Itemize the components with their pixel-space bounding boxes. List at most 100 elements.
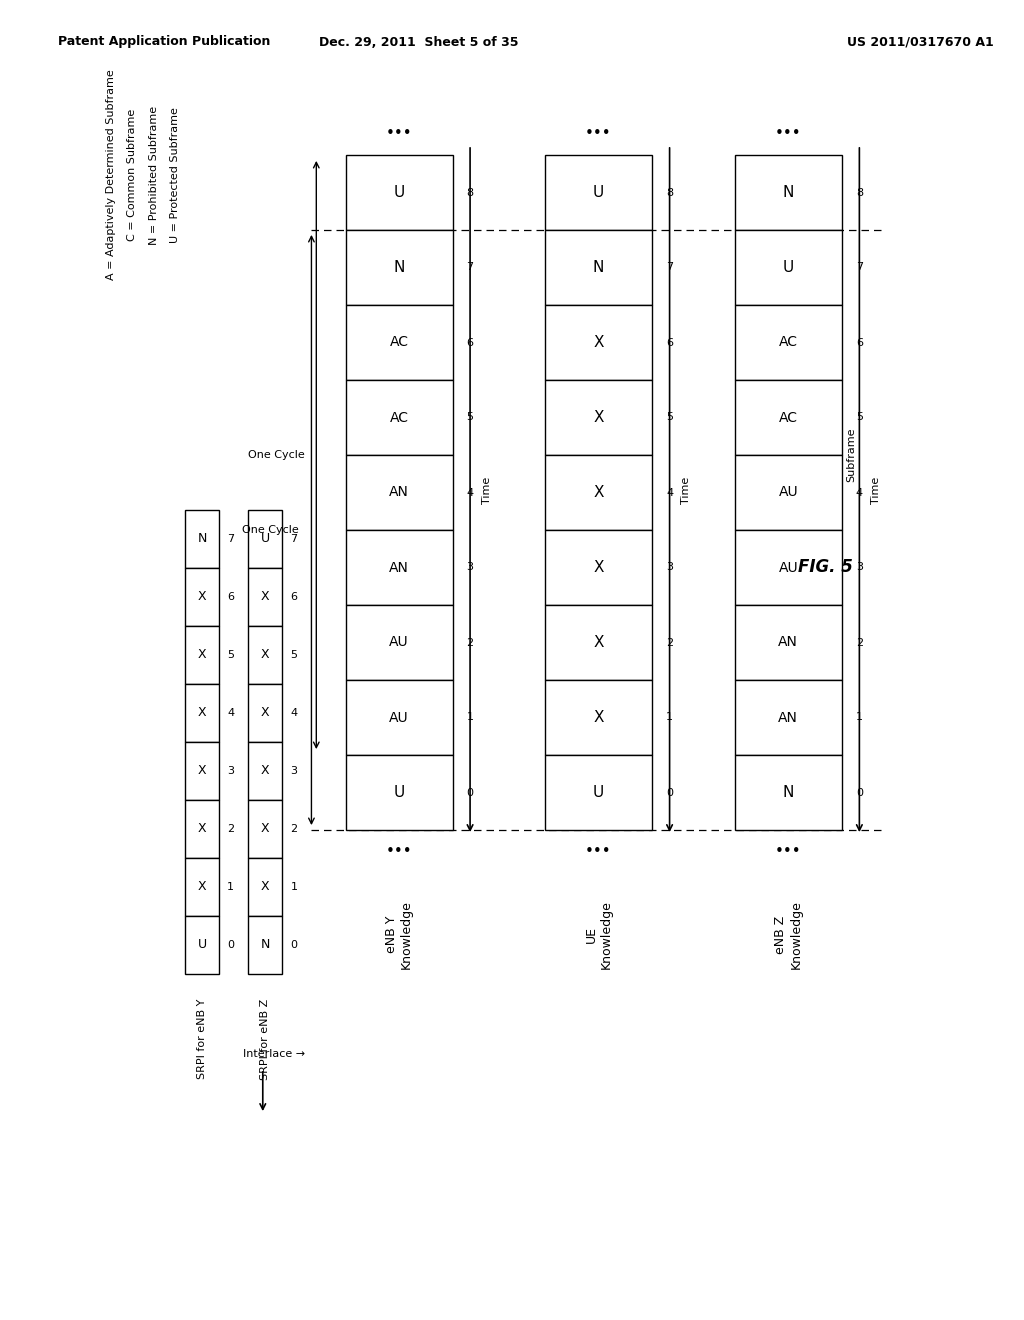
Text: 3: 3 (467, 562, 473, 573)
Text: 2: 2 (291, 824, 298, 834)
Bar (735, 230, 842, 305)
Text: 0: 0 (291, 940, 297, 950)
Bar (248, 626, 283, 684)
Text: 1: 1 (291, 882, 297, 892)
Text: U = Protected Subframe: U = Protected Subframe (170, 107, 180, 243)
Text: AC: AC (779, 411, 798, 425)
Bar (248, 510, 283, 568)
Text: N: N (198, 532, 207, 545)
Bar (185, 858, 219, 916)
Text: AU: AU (778, 561, 798, 574)
Text: AC: AC (389, 335, 409, 350)
Text: X: X (593, 710, 604, 725)
Text: U: U (393, 785, 404, 800)
Text: N = Prohibited Subframe: N = Prohibited Subframe (148, 106, 159, 244)
Text: Time: Time (681, 477, 691, 504)
Bar (248, 684, 283, 742)
Bar (545, 755, 652, 830)
Text: 0: 0 (856, 788, 863, 797)
Text: 5: 5 (666, 412, 673, 422)
Bar (345, 680, 453, 755)
Text: 3: 3 (227, 766, 234, 776)
Text: AU: AU (389, 710, 409, 725)
Text: 3: 3 (856, 562, 863, 573)
Text: 2: 2 (666, 638, 673, 648)
Text: X: X (261, 880, 269, 894)
Bar (248, 800, 283, 858)
Bar (185, 742, 219, 800)
Text: U: U (393, 185, 404, 201)
Text: X: X (593, 560, 604, 576)
Bar (185, 568, 219, 626)
Text: Subframe: Subframe (847, 428, 857, 482)
Text: US 2011/0317670 A1: US 2011/0317670 A1 (847, 36, 993, 49)
Text: 0: 0 (467, 788, 473, 797)
Bar (545, 680, 652, 755)
Text: X: X (198, 648, 206, 661)
Text: One Cycle: One Cycle (248, 450, 304, 459)
Text: 8: 8 (856, 187, 863, 198)
Text: 1: 1 (856, 713, 863, 722)
Text: Interlace →: Interlace → (244, 1049, 305, 1059)
Text: X: X (261, 764, 269, 777)
Bar (735, 305, 842, 380)
Text: Time: Time (871, 477, 881, 504)
Text: 5: 5 (291, 649, 297, 660)
Text: N: N (260, 939, 270, 952)
Text: C = Common Subframe: C = Common Subframe (128, 108, 137, 242)
Bar (185, 626, 219, 684)
Text: 4: 4 (856, 487, 863, 498)
Bar (735, 455, 842, 531)
Text: 3: 3 (291, 766, 297, 776)
Text: AC: AC (779, 335, 798, 350)
Text: 4: 4 (291, 708, 298, 718)
Bar (545, 230, 652, 305)
Text: U: U (593, 785, 604, 800)
Text: X: X (593, 411, 604, 425)
Text: FIG. 5: FIG. 5 (798, 558, 853, 577)
Bar (345, 455, 453, 531)
Text: X: X (261, 822, 269, 836)
Text: X: X (593, 484, 604, 500)
Text: 7: 7 (227, 535, 234, 544)
Text: 6: 6 (856, 338, 863, 347)
Text: X: X (261, 706, 269, 719)
Text: 2: 2 (467, 638, 474, 648)
Bar (185, 916, 219, 974)
Bar (735, 605, 842, 680)
Text: 7: 7 (291, 535, 298, 544)
Bar (345, 531, 453, 605)
Text: •••: ••• (586, 845, 612, 859)
Text: U: U (593, 185, 604, 201)
Text: 6: 6 (227, 591, 234, 602)
Text: Dec. 29, 2011  Sheet 5 of 35: Dec. 29, 2011 Sheet 5 of 35 (318, 36, 518, 49)
Bar (735, 531, 842, 605)
Text: AN: AN (389, 486, 409, 499)
Bar (545, 531, 652, 605)
Text: N: N (782, 785, 794, 800)
Bar (345, 380, 453, 455)
Text: 1: 1 (467, 713, 473, 722)
Text: •••: ••• (386, 845, 413, 859)
Text: eNB Y
Knowledge: eNB Y Knowledge (385, 900, 413, 969)
Bar (345, 154, 453, 230)
Text: 6: 6 (291, 591, 297, 602)
Bar (545, 455, 652, 531)
Text: N: N (393, 260, 404, 275)
Text: X: X (198, 880, 206, 894)
Bar (735, 380, 842, 455)
Bar (545, 154, 652, 230)
Text: U: U (261, 532, 269, 545)
Text: U: U (198, 939, 207, 952)
Text: X: X (261, 648, 269, 661)
Bar (545, 605, 652, 680)
Text: 4: 4 (227, 708, 234, 718)
Text: 7: 7 (666, 263, 673, 272)
Bar (345, 755, 453, 830)
Text: 3: 3 (666, 562, 673, 573)
Bar (545, 305, 652, 380)
Text: N: N (782, 185, 794, 201)
Bar (248, 568, 283, 626)
Bar (735, 755, 842, 830)
Text: X: X (198, 764, 206, 777)
